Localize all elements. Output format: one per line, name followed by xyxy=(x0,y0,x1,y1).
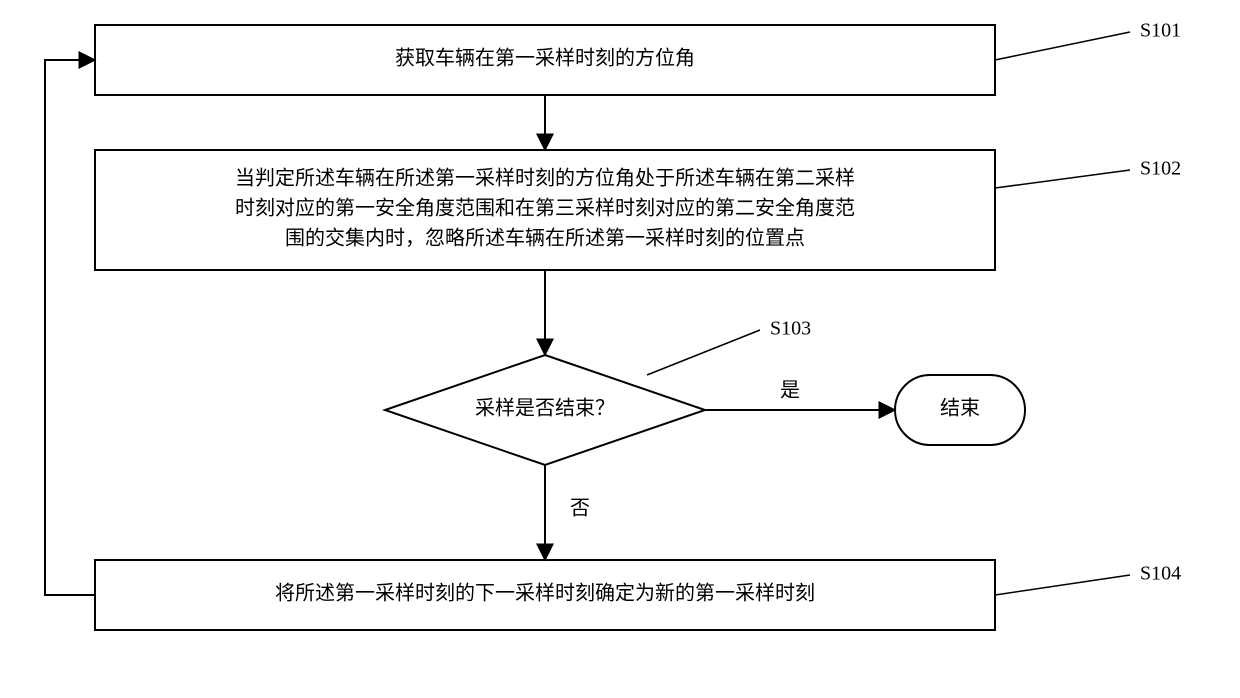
edge-label-3: 否 xyxy=(570,498,590,520)
step-label-s104: S104 xyxy=(1140,563,1181,585)
edge-4 xyxy=(45,60,95,595)
decision-text-s103: 采样是否结束？ xyxy=(475,397,615,420)
step-label-s102: S102 xyxy=(1140,158,1181,180)
process-text-s104-0: 将所述第一采样时刻的下一采样时刻确定为新的第一采样时刻 xyxy=(275,582,815,605)
process-text-s102-0: 当判定所述车辆在所述第一采样时刻的方位角处于所述车辆在第二采样 xyxy=(235,167,855,190)
leader-line-2 xyxy=(647,330,760,375)
process-text-s102-2: 围的交集内时，忽略所述车辆在所述第一采样时刻的位置点 xyxy=(285,227,805,250)
step-label-s103: S103 xyxy=(770,318,811,340)
leader-line-0 xyxy=(995,32,1130,60)
process-text-s101-0: 获取车辆在第一采样时刻的方位角 xyxy=(395,47,695,70)
step-label-s101: S101 xyxy=(1140,20,1181,42)
terminator-text-end: 结束 xyxy=(940,397,980,420)
edge-label-2: 是 xyxy=(780,380,800,402)
process-text-s102-1: 时刻对应的第一安全角度范围和在第三采样时刻对应的第二安全角度范 xyxy=(235,197,855,220)
leader-line-3 xyxy=(995,575,1130,595)
leader-line-1 xyxy=(995,170,1130,188)
